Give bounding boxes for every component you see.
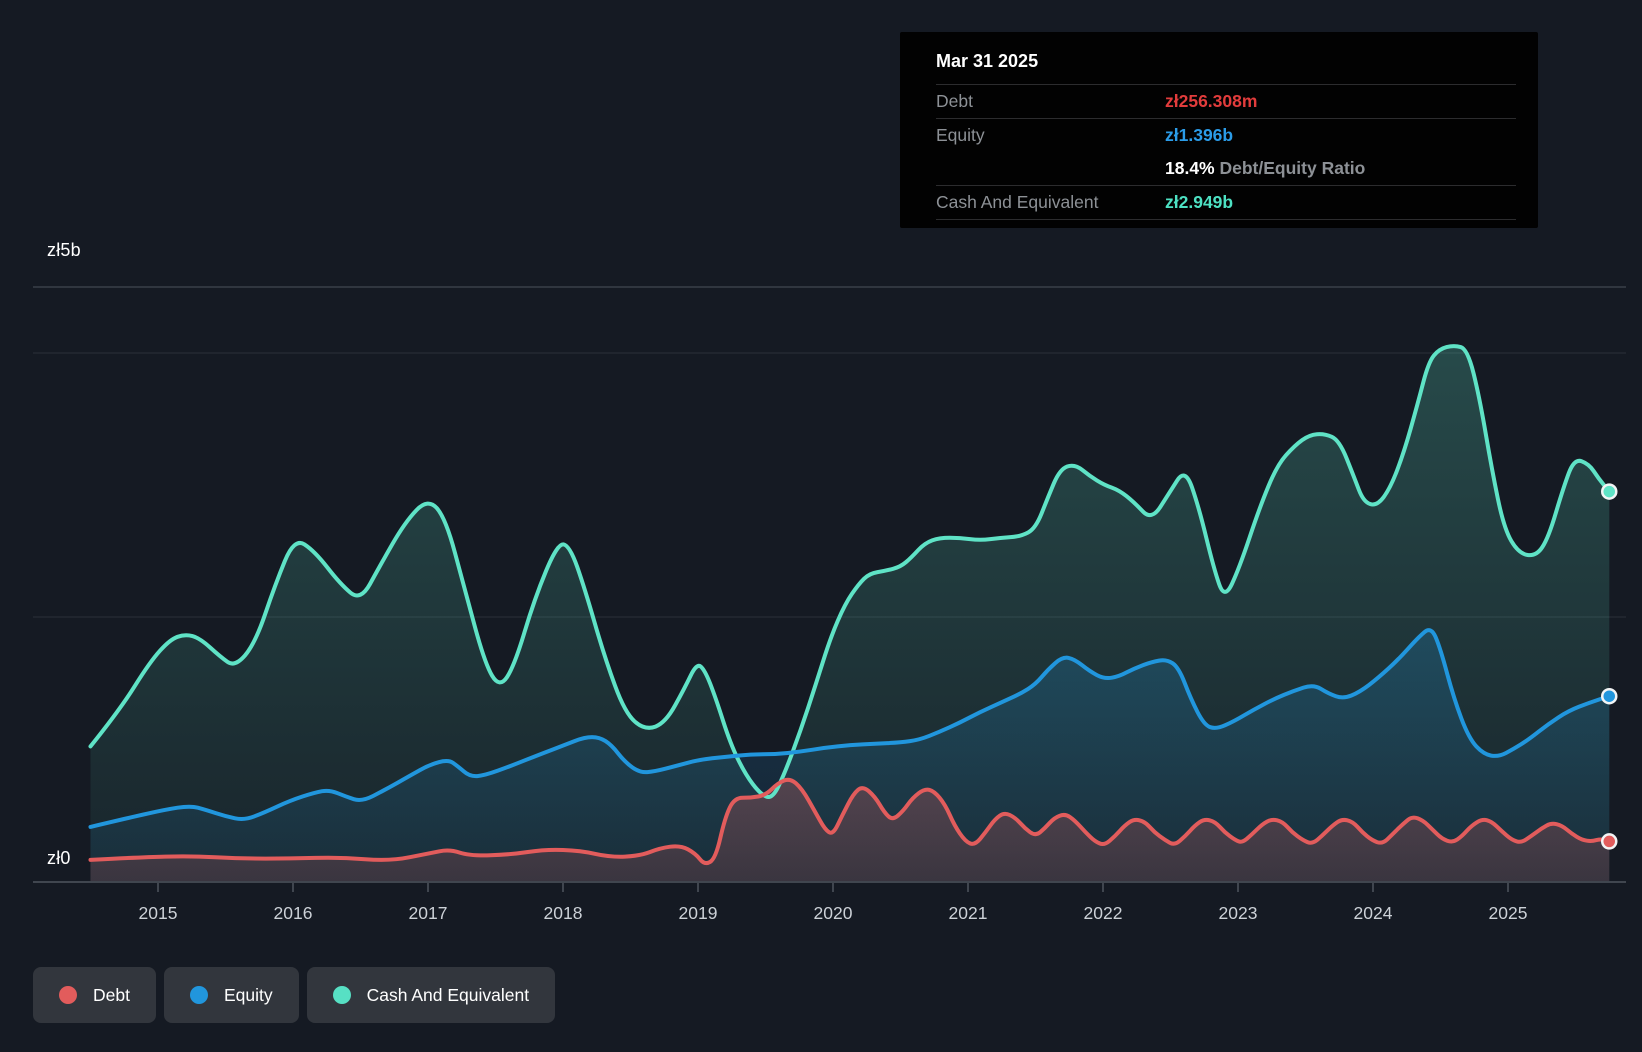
x-axis-year-label: 2019 [678, 903, 718, 923]
tooltip-row: Equity zł1.396b [936, 119, 1516, 152]
y-axis-label-zero: zł0 [47, 848, 71, 868]
x-axis-year-label: 2017 [408, 903, 448, 923]
x-axis-year-label: 2023 [1218, 903, 1258, 923]
tooltip-divider [936, 84, 1516, 85]
x-axis-year-label: 2021 [948, 903, 988, 923]
x-axis-year-label: 2015 [138, 903, 178, 923]
legend-item-label: Debt [93, 984, 130, 1005]
legend-item-equity[interactable]: Equity [163, 967, 299, 1023]
debt-series-dot-icon [59, 986, 77, 1004]
tooltip-divider [936, 185, 1516, 186]
tooltip: Mar 31 2025 Debt zł256.308m Equity zł1.396b… [900, 32, 1538, 228]
x-axis-year-label: 2025 [1488, 903, 1528, 923]
legend-item-cash-and-equivalent[interactable]: Cash And Equivalent [306, 967, 556, 1023]
tooltip-row-value: zł256.308m [1165, 91, 1258, 111]
tooltip-row-label: Debt [936, 91, 973, 111]
cash-and-equivalent-end-marker[interactable] [1601, 483, 1618, 500]
tooltip-row: Debt zł256.308m [936, 85, 1516, 118]
x-axis-year-label: 2016 [273, 903, 313, 923]
debt-line [88, 777, 1612, 866]
tooltip-row-label: Equity [936, 125, 985, 145]
x-axis-year-label: 2020 [813, 903, 853, 923]
equity-line [88, 628, 1612, 829]
tooltip-row-value: zł1.396b [1165, 125, 1234, 145]
tooltip-date: Mar 31 2025 [936, 51, 1039, 71]
tooltip-row-value: 18.4% [1165, 158, 1215, 178]
equity-end-marker[interactable] [1601, 687, 1618, 705]
y-axis-label-max: zł5b [47, 240, 81, 260]
cash-and-equivalent-line [88, 344, 1612, 799]
tooltip-row-value-suffix: Debt/Equity Ratio [1214, 158, 1366, 178]
legend: Debt Equity Cash And Equivalent [33, 967, 556, 1023]
tooltip-row-value: zł2.949b [1165, 192, 1234, 212]
x-axis-year-label: 2018 [543, 903, 583, 923]
x-axis-year-label: 2022 [1083, 903, 1123, 923]
equity-series-dot-icon [189, 986, 208, 1004]
legend-item-label: Cash And Equivalent [366, 984, 530, 1005]
cash-and-equivalent-series-dot-icon [332, 986, 351, 1004]
x-axis-year-label: 2024 [1353, 903, 1393, 923]
tooltip-row-label: Cash And Equivalent [936, 192, 1099, 212]
tooltip-divider [936, 219, 1516, 220]
equity-area [90, 630, 1610, 882]
debt-end-marker[interactable] [1601, 833, 1618, 850]
tooltip-row: 18.4% Debt/Equity Ratio [936, 152, 1516, 185]
legend-item-debt[interactable]: Debt [33, 967, 156, 1023]
tooltip-divider [936, 118, 1516, 119]
legend-item-label: Equity [223, 984, 273, 1005]
tooltip-row: Cash And Equivalent zł2.949b [936, 186, 1516, 219]
